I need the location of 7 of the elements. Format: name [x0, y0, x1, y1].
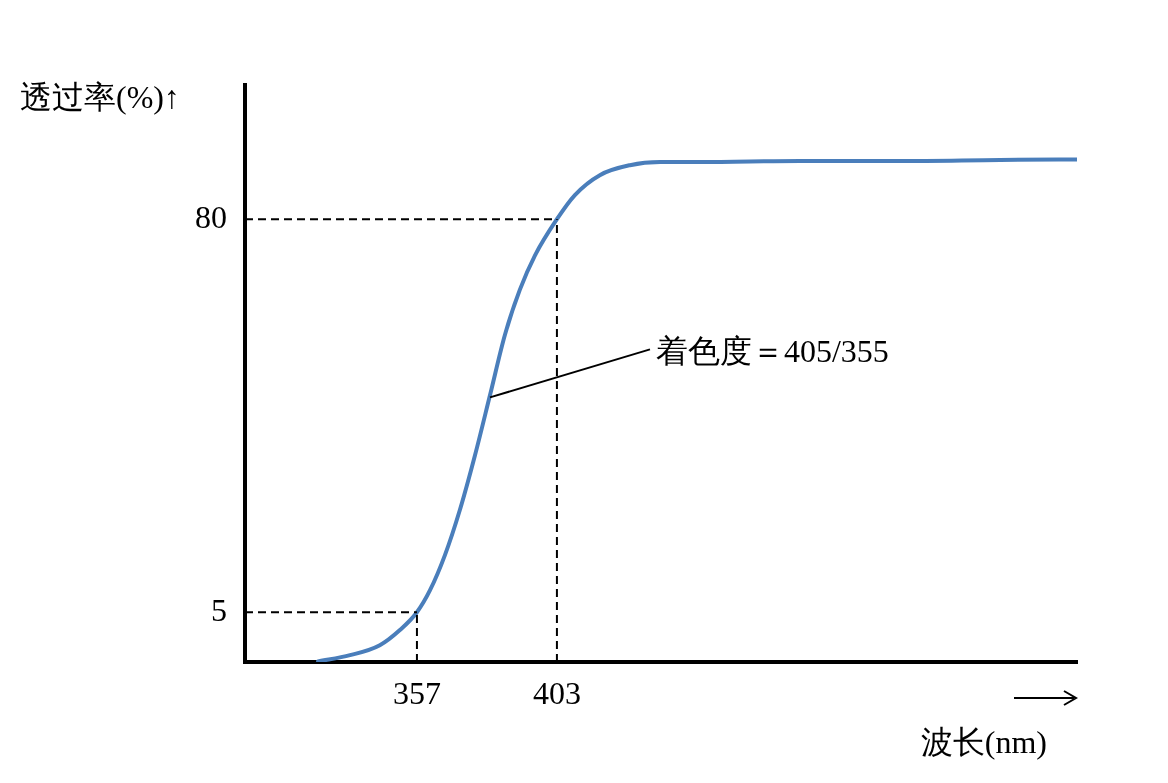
x-axis-title: 波长(nm) [920, 724, 1047, 761]
annotation: 着色度＝405/355 [655, 332, 889, 369]
y-axis-title: 透过率(%)↑ [20, 79, 180, 116]
y-tick-label: 5 [211, 591, 227, 628]
x-tick-label: 357 [392, 674, 441, 711]
y-tick-label: 80 [195, 198, 227, 235]
x-tick-label: 403 [532, 674, 581, 711]
